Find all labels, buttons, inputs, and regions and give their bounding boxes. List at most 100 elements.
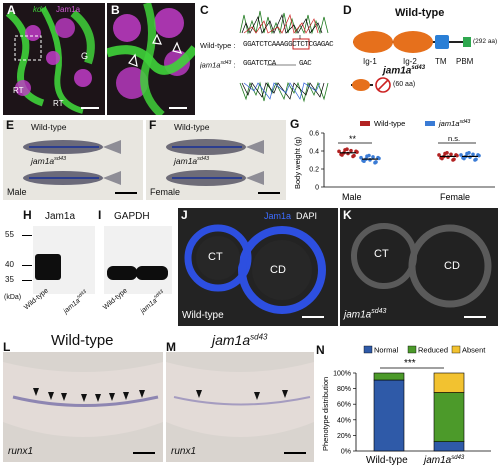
scale-bar xyxy=(284,452,306,454)
band-mut xyxy=(136,266,168,280)
data-point xyxy=(371,155,375,159)
panel-h: H Jam1a 55 40 35 (kDa) Wild-type jam1asd… xyxy=(3,208,98,323)
gene-label: runx1 xyxy=(8,446,34,457)
panel-b-image: B xyxy=(107,3,195,115)
panel-j: J Jam1a DAPI CT CD Wild-type xyxy=(178,208,338,326)
blot-title: Jam1a xyxy=(45,211,76,222)
genotype-caption: jam1asd43 xyxy=(344,308,387,321)
wt-sequence: GGATCTCAAAGGCTCTCGAGAC xyxy=(243,41,334,49)
panel-k-label: K xyxy=(343,208,352,222)
pbm-label: PBM xyxy=(456,57,474,66)
scale-bar xyxy=(81,107,99,109)
group-label-mut: jam1asd43 xyxy=(422,455,465,466)
ig1-label: Ig-1 xyxy=(363,57,377,66)
gene-label: runx1 xyxy=(171,446,197,457)
mut-fish-label: jam1asd43 xyxy=(174,156,210,166)
western-blot-gapdh xyxy=(104,226,172,294)
group-male: Male xyxy=(342,192,362,202)
mut-sequence: GGATCTCA xyxy=(243,60,276,68)
rt-label-2: RT xyxy=(53,99,64,108)
western-blot-jam1a xyxy=(33,226,95,294)
panel-d: D Wild-type Ig-1 Ig-2 TM PBM (292 aa) ja… xyxy=(343,3,498,115)
ig2-label: Ig-2 xyxy=(403,57,417,66)
data-point xyxy=(367,153,371,158)
band-wt xyxy=(35,254,61,280)
chromatogram xyxy=(239,10,329,103)
panel-a-image: A kdrl Jam1a G RT RT xyxy=(3,3,105,115)
panel-b-label: B xyxy=(111,3,120,17)
legend-wt: Wild-type xyxy=(374,119,405,128)
panel-l-label: L xyxy=(3,340,11,354)
y-tick-label: 80% xyxy=(337,386,351,393)
panel-c: C Wild-type : GGATCTCAAAGGCTCTCGAGAC jam… xyxy=(200,3,340,115)
legend-swatch xyxy=(363,345,373,354)
cd-label: CD xyxy=(444,260,460,272)
rt-label-1: RT xyxy=(13,86,24,95)
ct-label: CT xyxy=(208,251,223,263)
mut-seq-label: jam1asd43 : xyxy=(200,60,236,70)
sex-label: Male xyxy=(7,187,27,197)
data-point xyxy=(373,160,377,165)
fish-images xyxy=(23,140,121,185)
panel-i: I GAPDH Wild-type jam1asd43 xyxy=(98,208,176,323)
legend-swatch-wt xyxy=(360,121,370,126)
scale-bar xyxy=(169,107,187,109)
data-point xyxy=(473,158,477,162)
y-tick-label: 60% xyxy=(337,402,351,409)
marker-35: 35 xyxy=(5,275,14,284)
y-tick-label: 20% xyxy=(337,433,351,440)
panel-e: E Wild-type jam1asd43 Male xyxy=(3,120,143,200)
panel-n-label: N xyxy=(316,343,325,357)
data-point xyxy=(349,148,353,153)
panel-k: K CT CD jam1asd43 xyxy=(340,208,498,326)
y-tick-label: 0% xyxy=(341,449,351,456)
panel-a-label: A xyxy=(7,3,16,17)
tick-40 xyxy=(22,265,32,266)
y-tick-label: 0.2 xyxy=(309,167,319,174)
jam1a-stain-label: Jam1a xyxy=(264,211,292,221)
phenotype-chart: Normal Reduced Absent 0% 20% 40% 60% 80% 100% P… xyxy=(321,345,491,466)
data-point xyxy=(459,153,463,157)
panel-f-label: F xyxy=(149,120,157,132)
bar-segment-normal xyxy=(373,379,405,452)
ish-image xyxy=(166,352,314,462)
sig-male: ** xyxy=(349,134,357,144)
panel-k-fluorescence xyxy=(340,208,498,326)
scale-bar xyxy=(115,192,137,194)
data-point xyxy=(351,154,355,159)
band-wt xyxy=(107,266,137,280)
y-axis-label: Body weight (g) xyxy=(293,136,302,189)
body-weight-chart: 0 0.2 0.4 0.6 Wild-type jam1asd43 Body weig… xyxy=(293,119,495,202)
panel-n: N Normal Reduced Absent 0% 20% 40% 60% 80% 100%… xyxy=(316,333,498,468)
panel-e-label: E xyxy=(6,120,15,132)
legend-swatch-mut xyxy=(425,121,435,126)
y-tick-label: 40% xyxy=(337,417,351,424)
panel-l: L Wild-type runx1 xyxy=(3,330,163,465)
panel-b-fluorescence xyxy=(107,3,195,115)
panel-g: G 0 0.2 0.4 0.6 Wild-type jam1asd43 Body we… xyxy=(290,117,498,205)
fish-images xyxy=(166,139,264,186)
panel-m-label: M xyxy=(166,340,176,354)
legend-label: Reduced xyxy=(418,346,448,355)
wt-seq-label: Wild-type : xyxy=(200,41,236,50)
ct-label: CT xyxy=(374,248,389,260)
panel-j-fluorescence xyxy=(178,208,338,326)
legend-swatch xyxy=(407,345,417,354)
sig-label: *** xyxy=(404,358,416,369)
ish-image xyxy=(3,352,163,462)
panel-d-label: D xyxy=(343,3,352,17)
scale-bar xyxy=(258,192,280,194)
wt-fish-label: Wild-type xyxy=(174,122,210,132)
mut-sequence-tail: GAC xyxy=(299,60,312,68)
data-point xyxy=(337,149,341,154)
g-label: G xyxy=(81,51,89,61)
data-point xyxy=(451,158,455,162)
panel-f: F Wild-type jam1asd43 Female xyxy=(146,120,286,200)
y-tick-label: 0.4 xyxy=(309,149,319,156)
bar-segment-reduced xyxy=(373,372,405,381)
panel-c-label: C xyxy=(200,3,209,17)
data-point xyxy=(437,153,441,157)
panel-a-fluorescence xyxy=(3,3,105,115)
marker-40: 40 xyxy=(5,260,14,269)
panel-j-label: J xyxy=(181,208,188,222)
